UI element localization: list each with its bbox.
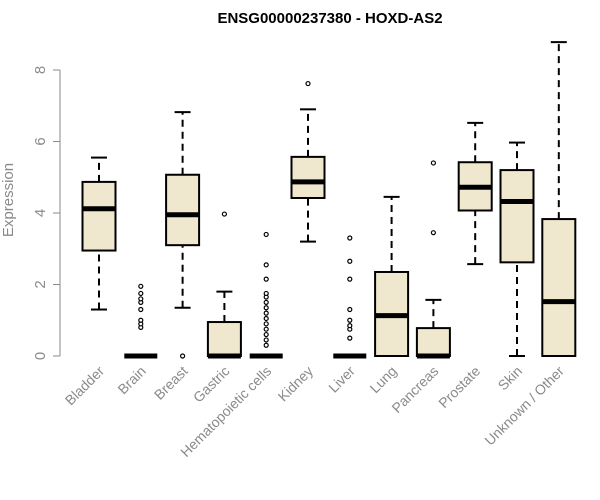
outlier-point xyxy=(138,283,144,289)
outlier-point xyxy=(263,331,269,338)
outlier-point xyxy=(263,315,269,322)
y-tick-label: 8 xyxy=(32,66,49,74)
boxes-group xyxy=(81,41,577,359)
outlier-point xyxy=(263,299,269,305)
box-liver xyxy=(333,235,367,359)
x-tick-label: Unknown / Other xyxy=(481,363,567,449)
outlier-point xyxy=(263,231,269,238)
box-rect xyxy=(499,169,535,264)
box-bladder xyxy=(81,156,117,311)
box-skin xyxy=(499,141,535,357)
box-pancreas xyxy=(415,160,451,359)
outlier-point xyxy=(347,317,353,323)
box-gastric xyxy=(206,211,242,359)
outlier-point xyxy=(347,235,353,241)
outlier-point xyxy=(138,296,144,302)
box-kidney xyxy=(290,80,326,243)
outlier-point xyxy=(263,342,269,348)
outlier-point xyxy=(263,276,269,282)
box-breast xyxy=(165,111,201,359)
y-tick-label: 2 xyxy=(32,280,49,288)
chart-title: ENSG00000237380 - HOXD-AS2 xyxy=(217,10,442,27)
outlier-point xyxy=(430,160,436,166)
outlier-point xyxy=(263,305,269,311)
outlier-point xyxy=(347,258,353,264)
outlier-point xyxy=(138,306,144,313)
outlier-point xyxy=(263,310,269,316)
x-tick-label: Lung xyxy=(366,363,399,396)
box-prostate xyxy=(457,121,493,266)
outlier-point xyxy=(180,353,186,359)
outlier-point xyxy=(263,262,269,268)
y-tick-label: 4 xyxy=(32,209,49,217)
box-lung xyxy=(374,195,410,357)
outlier-point xyxy=(263,321,269,327)
outlier-point xyxy=(263,337,269,343)
outlier-point xyxy=(430,230,436,236)
outlier-point xyxy=(347,335,353,341)
y-tick-label: 6 xyxy=(32,137,49,145)
outlier-point xyxy=(263,290,269,297)
x-tick-label: Kidney xyxy=(275,363,317,405)
x-tick-label: Breast xyxy=(151,363,191,403)
x-tick-label: Bladder xyxy=(62,363,108,409)
outlier-point xyxy=(263,326,269,332)
y-tick-label: 0 xyxy=(32,352,49,360)
box-unknown-other xyxy=(541,41,577,357)
outlier-point xyxy=(138,317,144,323)
box-hematopoietic-cells xyxy=(249,231,283,359)
x-tick-label: Skin xyxy=(495,363,526,394)
outlier-point xyxy=(305,80,311,87)
outlier-point xyxy=(138,290,144,297)
outlier-point xyxy=(347,323,353,329)
box-rect xyxy=(541,218,577,357)
axes: 0 2 4 6 8 xyxy=(32,66,61,360)
box-rect xyxy=(290,155,326,199)
box-brain xyxy=(124,283,158,359)
outlier-point xyxy=(347,276,353,282)
y-axis-label: Expression xyxy=(0,163,17,237)
box-rect xyxy=(81,180,117,252)
box-rect xyxy=(165,173,201,247)
box-rect xyxy=(206,321,242,358)
x-tick-label: Prostate xyxy=(435,363,483,411)
box-rect xyxy=(415,327,451,357)
x-tick-label: Brain xyxy=(114,363,148,397)
outlier-point xyxy=(347,306,353,313)
outlier-point xyxy=(221,211,227,217)
x-tick-label: Liver xyxy=(325,363,358,396)
